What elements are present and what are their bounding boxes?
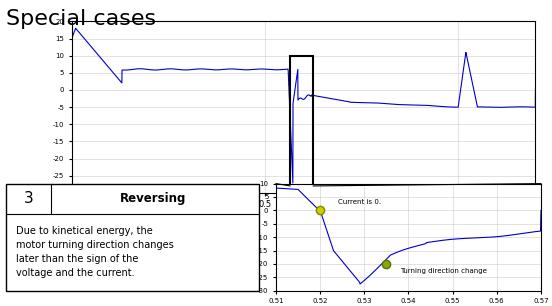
Text: Current is 0.: Current is 0. [338,199,381,205]
Text: Reversing: Reversing [120,192,186,205]
Text: Due to kinetical energy, the
motor turning direction changes
later than the sign: Due to kinetical energy, the motor turni… [15,226,173,278]
Text: Special cases: Special cases [6,9,156,29]
Bar [290,56,314,186]
Text: 3: 3 [24,191,33,206]
Text: Turning direction change: Turning direction change [400,268,486,274]
